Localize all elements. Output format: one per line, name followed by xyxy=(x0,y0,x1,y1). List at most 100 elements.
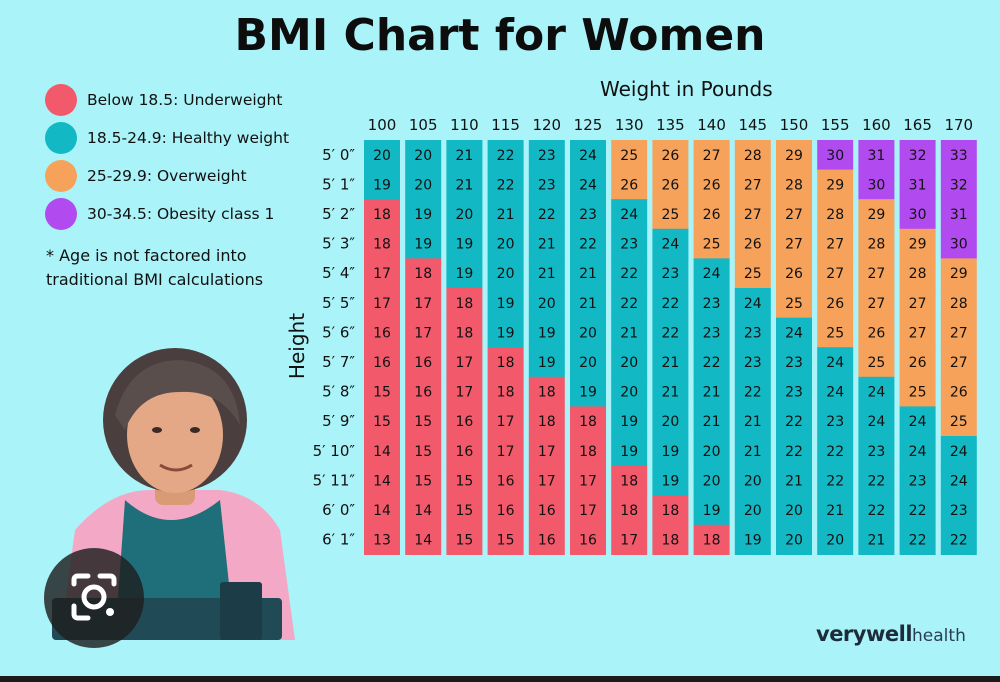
bmi-cell xyxy=(776,436,812,467)
bmi-cell xyxy=(693,406,730,437)
bmi-value-label: 18 xyxy=(414,266,432,282)
bmi-value-label: 14 xyxy=(414,503,432,519)
bmi-cell xyxy=(734,524,771,555)
bmi-value-label: 26 xyxy=(909,355,927,371)
bmi-cell xyxy=(446,436,483,467)
bmi-cell xyxy=(899,199,936,230)
bmi-value-label: 21 xyxy=(455,177,473,193)
bmi-cell xyxy=(817,258,854,289)
bmi-value-label: 23 xyxy=(785,355,803,371)
bmi-cell xyxy=(940,495,977,526)
camera-icon xyxy=(71,573,117,621)
bmi-cell xyxy=(528,140,565,171)
bmi-cell xyxy=(487,317,524,348)
bmi-value-label: 24 xyxy=(785,325,803,341)
bmi-cell xyxy=(611,288,648,319)
bmi-value-label: 32 xyxy=(909,148,927,164)
height-tick-label: 5′ 8″ xyxy=(322,383,355,401)
weight-tick-label: 125 xyxy=(574,116,603,134)
height-tick-label: 5′ 9″ xyxy=(322,412,355,430)
bmi-value-label: 19 xyxy=(455,237,473,253)
bmi-value-label: 25 xyxy=(785,296,803,312)
bmi-cell xyxy=(899,465,936,496)
bmi-value-label: 27 xyxy=(744,177,762,193)
bmi-cell xyxy=(940,524,977,555)
bmi-value-label: 22 xyxy=(867,503,885,519)
bmi-value-label: 22 xyxy=(785,444,803,460)
bmi-cell xyxy=(652,199,689,230)
bmi-cell xyxy=(570,376,606,407)
bmi-value-label: 25 xyxy=(744,266,762,282)
bmi-value-label: 28 xyxy=(785,177,803,193)
bmi-cell xyxy=(652,495,689,526)
bmi-value-label: 24 xyxy=(909,414,927,430)
bmi-cell xyxy=(487,376,524,407)
bmi-value-label: 28 xyxy=(826,207,844,223)
bmi-value-label: 18 xyxy=(538,385,556,401)
bmi-cell xyxy=(405,258,442,289)
bmi-value-label: 16 xyxy=(414,355,432,371)
bmi-cell xyxy=(405,406,442,437)
bmi-value-label: 28 xyxy=(744,148,762,164)
bmi-cell xyxy=(364,347,400,378)
bmi-value-label: 17 xyxy=(579,473,597,489)
bmi-cell xyxy=(693,436,730,467)
bmi-cell xyxy=(652,258,689,289)
x-axis-title: Weight in Pounds xyxy=(600,77,773,101)
bmi-cell xyxy=(899,169,936,200)
lens-camera-button[interactable] xyxy=(44,548,144,648)
bmi-cell xyxy=(405,288,442,319)
bmi-value-label: 21 xyxy=(867,533,885,549)
bmi-cell xyxy=(858,140,895,171)
legend-label-overweight: 25-29.9: Overweight xyxy=(87,167,247,185)
bmi-cell xyxy=(611,347,648,378)
bmi-cell xyxy=(817,347,854,378)
height-tick-label: 5′ 0″ xyxy=(322,146,355,164)
legend-item-obesity: 30-34.5: Obesity class 1 xyxy=(45,198,274,230)
bmi-cell xyxy=(652,317,689,348)
bmi-value-label: 15 xyxy=(497,533,515,549)
bmi-value-label: 20 xyxy=(497,237,515,253)
bmi-cell xyxy=(899,495,936,526)
bmi-cell xyxy=(364,140,400,171)
bmi-value-label: 23 xyxy=(703,296,721,312)
bmi-value-label: 16 xyxy=(497,473,515,489)
bmi-value-label: 17 xyxy=(497,414,515,430)
bmi-cell xyxy=(652,228,689,259)
bmi-value-label: 19 xyxy=(455,266,473,282)
bmi-value-label: 30 xyxy=(867,177,885,193)
bmi-cell xyxy=(611,199,648,230)
weight-tick-label: 155 xyxy=(821,116,850,134)
weight-tick-label: 130 xyxy=(615,116,644,134)
bmi-value-label: 18 xyxy=(373,207,391,223)
bmi-cell xyxy=(940,258,977,289)
weight-tick-label: 170 xyxy=(944,116,973,134)
bmi-value-label: 20 xyxy=(579,355,597,371)
bmi-value-label: 26 xyxy=(826,296,844,312)
bmi-value-label: 18 xyxy=(373,237,391,253)
bmi-cell xyxy=(364,169,400,200)
page-title: BMI Chart for Women xyxy=(234,10,766,61)
weight-tick-label: 115 xyxy=(491,116,520,134)
bmi-value-label: 18 xyxy=(579,444,597,460)
bmi-cell xyxy=(776,317,812,348)
bmi-value-label: 19 xyxy=(414,207,432,223)
bmi-value-label: 22 xyxy=(826,444,844,460)
bmi-cell xyxy=(776,347,812,378)
bmi-value-label: 15 xyxy=(373,385,391,401)
bmi-value-label: 17 xyxy=(414,325,432,341)
bmi-cell xyxy=(528,228,565,259)
bmi-value-label: 20 xyxy=(455,207,473,223)
bmi-value-label: 23 xyxy=(538,148,556,164)
weight-tick-label: 150 xyxy=(780,116,809,134)
bmi-value-label: 24 xyxy=(661,237,679,253)
bmi-value-label: 23 xyxy=(661,266,679,282)
bmi-cell xyxy=(652,465,689,496)
bmi-cell xyxy=(405,169,442,200)
bmi-value-label: 15 xyxy=(414,414,432,430)
bmi-value-label: 22 xyxy=(538,207,556,223)
bmi-cell xyxy=(693,140,730,171)
bmi-value-label: 16 xyxy=(373,325,391,341)
bmi-cell xyxy=(899,258,936,289)
bmi-value-label: 18 xyxy=(620,473,638,489)
